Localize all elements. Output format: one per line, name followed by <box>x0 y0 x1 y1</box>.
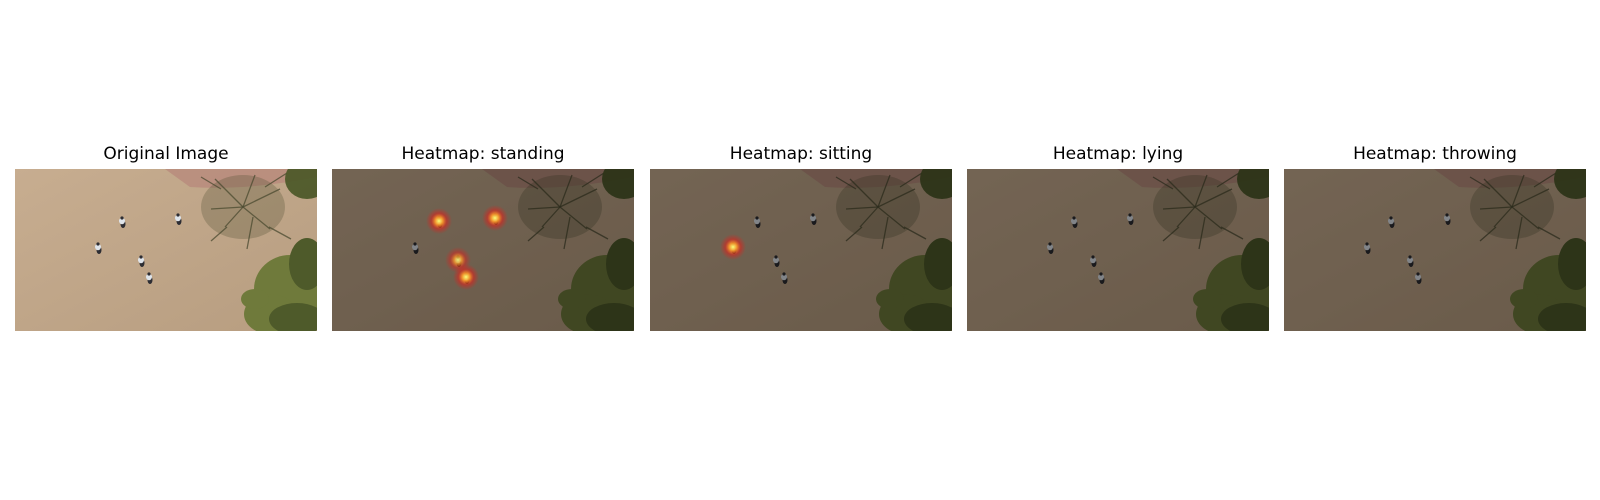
person-middle <box>1090 255 1097 267</box>
person-upper-right <box>175 213 182 225</box>
person-middle <box>138 255 145 267</box>
foliage <box>876 238 952 331</box>
panel-title: Heatmap: sitting <box>729 144 873 164</box>
tree <box>1152 172 1244 250</box>
person-lower <box>1098 272 1105 284</box>
panel-3: Heatmap: sitting <box>650 141 952 331</box>
scene-svg <box>650 169 952 331</box>
person-upper-left <box>119 216 126 228</box>
scene-svg <box>15 169 317 331</box>
heatmap-image <box>1284 169 1586 331</box>
person-upper-left <box>1071 216 1078 228</box>
tree <box>517 172 609 250</box>
dirt-path <box>1434 169 1586 188</box>
person-crouching <box>1364 242 1371 254</box>
person-lower <box>1415 272 1422 284</box>
person-crouching <box>1047 242 1054 254</box>
heatmap-image <box>332 169 634 331</box>
dim-overlay <box>1284 169 1586 331</box>
tree <box>835 172 927 250</box>
person-upper-right <box>1444 213 1451 225</box>
heatmap-image <box>967 169 1269 331</box>
foliage <box>1193 238 1269 331</box>
heat-hotspot <box>453 264 479 290</box>
panel-title: Heatmap: throwing <box>1353 144 1517 164</box>
heat-hotspot <box>720 234 746 260</box>
scene-svg <box>1284 169 1586 331</box>
person-upper-left <box>1388 216 1395 228</box>
dirt-path <box>1117 169 1269 188</box>
dim-overlay <box>332 169 634 331</box>
panel-2: Heatmap: standing <box>332 141 634 331</box>
scene-svg <box>332 169 634 331</box>
person-lower <box>146 272 153 284</box>
heat-hotspot <box>426 208 452 234</box>
panel-title: Heatmap: lying <box>1052 144 1184 164</box>
heatmap-image <box>650 169 952 331</box>
foliage <box>1510 238 1586 331</box>
tree <box>200 172 292 250</box>
person-middle <box>773 255 780 267</box>
dirt-path <box>165 169 317 188</box>
panel-5: Heatmap: throwing <box>1284 141 1586 331</box>
heat-hotspot <box>482 205 508 231</box>
person-lower <box>781 272 788 284</box>
person-crouching <box>95 242 102 254</box>
person-upper-right <box>1127 213 1134 225</box>
tree <box>1469 172 1561 250</box>
person-crouching <box>412 242 419 254</box>
dirt-path <box>482 169 634 188</box>
dim-overlay <box>650 169 952 331</box>
panel-title: Heatmap: standing <box>401 144 565 164</box>
person-middle <box>1407 255 1414 267</box>
dirt-path <box>800 169 952 188</box>
foliage <box>558 238 634 331</box>
scene-svg <box>967 169 1269 331</box>
panel-title: Original Image <box>103 144 229 164</box>
aerial-photo <box>15 169 317 331</box>
person-upper-left <box>754 216 761 228</box>
panel-4: Heatmap: lying <box>967 141 1269 331</box>
dim-overlay <box>967 169 1269 331</box>
panel-1: Original Image <box>15 141 317 331</box>
foliage <box>241 238 317 331</box>
person-upper-right <box>810 213 817 225</box>
